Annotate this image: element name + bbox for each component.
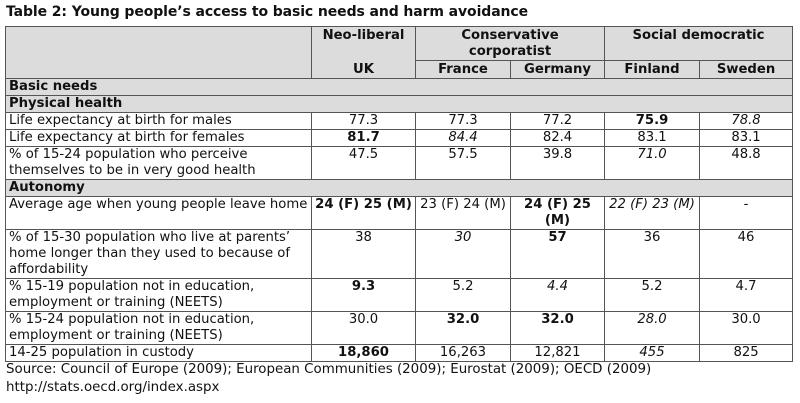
cell-france: 5.2 <box>416 279 511 312</box>
cell-finland: 28.0 <box>605 312 700 345</box>
cell-france: 84.4 <box>416 130 511 147</box>
cell-uk: 30.0 <box>312 312 416 345</box>
cell-france: 16,263 <box>416 345 511 362</box>
table-row: % of 15-30 population who live at parent… <box>6 230 793 279</box>
cell-finland: 455 <box>605 345 700 362</box>
header-empty-cell <box>6 27 312 61</box>
cell-germany: 77.2 <box>511 113 605 130</box>
group-neo-liberal: Neo-liberal <box>312 27 416 61</box>
group-social-democratic: Social democratic <box>605 27 793 61</box>
section-row: Physical health <box>6 96 793 113</box>
cell-germany: 82.4 <box>511 130 605 147</box>
country-france: France <box>416 61 511 79</box>
cell-france: 57.5 <box>416 147 511 180</box>
cell-france: 32.0 <box>416 312 511 345</box>
cell-germany: 12,821 <box>511 345 605 362</box>
cell-finland: 83.1 <box>605 130 700 147</box>
country-sweden: Sweden <box>700 61 793 79</box>
cell-sweden: 48.8 <box>700 147 793 180</box>
section-autonomy: Autonomy <box>6 180 793 197</box>
table-row: % of 15-24 population who perceive thems… <box>6 147 793 180</box>
section-physical-health: Physical health <box>6 96 793 113</box>
section-row: Basic needs <box>6 79 793 96</box>
table-row: % 15-24 population not in education, emp… <box>6 312 793 345</box>
cell-germany: 4.4 <box>511 279 605 312</box>
table-row: Life expectancy at birth for females 81.… <box>6 130 793 147</box>
country-header-row: UK France Germany Finland Sweden <box>6 61 793 79</box>
row-label: % of 15-30 population who live at parent… <box>6 230 312 279</box>
cell-germany: 39.8 <box>511 147 605 180</box>
cell-sweden: 78.8 <box>700 113 793 130</box>
table-row: Average age when young people leave home… <box>6 197 793 230</box>
section-basic-needs: Basic needs <box>6 79 793 96</box>
cell-finland: 75.9 <box>605 113 700 130</box>
cell-finland: 22 (F) 23 (M) <box>605 197 700 230</box>
cell-sweden: - <box>700 197 793 230</box>
cell-finland: 5.2 <box>605 279 700 312</box>
row-label: Life expectancy at birth for females <box>6 130 312 147</box>
cell-sweden: 30.0 <box>700 312 793 345</box>
cell-finland: 71.0 <box>605 147 700 180</box>
group-conservative-corporatist: Conservative corporatist <box>416 27 605 61</box>
cell-finland: 36 <box>605 230 700 279</box>
row-label: 14-25 population in custody <box>6 345 312 362</box>
row-label: % 15-19 population not in education, emp… <box>6 279 312 312</box>
cell-uk: 24 (F) 25 (M) <box>312 197 416 230</box>
cell-uk: 77.3 <box>312 113 416 130</box>
data-table: Neo-liberal Conservative corporatist Soc… <box>5 26 793 362</box>
cell-sweden: 825 <box>700 345 793 362</box>
cell-france: 23 (F) 24 (M) <box>416 197 511 230</box>
cell-france: 77.3 <box>416 113 511 130</box>
cell-france: 30 <box>416 230 511 279</box>
country-uk: UK <box>312 61 416 79</box>
cell-uk: 9.3 <box>312 279 416 312</box>
row-label: Average age when young people leave home <box>6 197 312 230</box>
cell-sweden: 4.7 <box>700 279 793 312</box>
cell-uk: 38 <box>312 230 416 279</box>
table-row: Life expectancy at birth for males 77.3 … <box>6 113 793 130</box>
row-label: % of 15-24 population who perceive thems… <box>6 147 312 180</box>
cell-sweden: 83.1 <box>700 130 793 147</box>
table-title: Table 2: Young people’s access to basic … <box>6 4 528 20</box>
cell-germany: 32.0 <box>511 312 605 345</box>
cell-germany: 57 <box>511 230 605 279</box>
source-note: Source: Council of Europe (2009); Europe… <box>6 361 796 397</box>
table-row: % 15-19 population not in education, emp… <box>6 279 793 312</box>
row-label: Life expectancy at birth for males <box>6 113 312 130</box>
cell-sweden: 46 <box>700 230 793 279</box>
cell-uk: 81.7 <box>312 130 416 147</box>
country-germany: Germany <box>511 61 605 79</box>
header-empty-cell <box>6 61 312 79</box>
cell-uk: 47.5 <box>312 147 416 180</box>
cell-uk: 18,860 <box>312 345 416 362</box>
group-header-row: Neo-liberal Conservative corporatist Soc… <box>6 27 793 61</box>
table-row: 14-25 population in custody 18,860 16,26… <box>6 345 793 362</box>
country-finland: Finland <box>605 61 700 79</box>
cell-germany: 24 (F) 25 (M) <box>511 197 605 230</box>
row-label: % 15-24 population not in education, emp… <box>6 312 312 345</box>
section-row: Autonomy <box>6 180 793 197</box>
